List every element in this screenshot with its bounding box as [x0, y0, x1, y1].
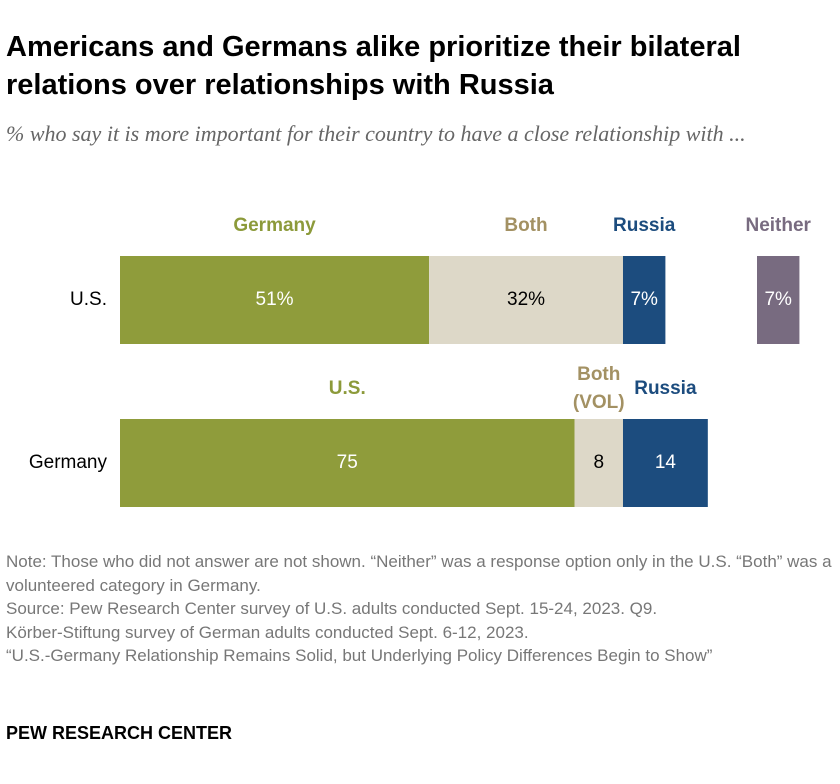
segment-name: Both: [504, 215, 548, 236]
note: Source: Pew Research Center survey of U.…: [6, 599, 658, 618]
value-label: 51%: [256, 289, 294, 310]
bar-segment: [757, 256, 800, 344]
value-label: 75: [337, 452, 358, 473]
value-label: 14: [655, 452, 677, 473]
credit: PEW RESEARCH CENTER: [6, 723, 233, 743]
value-label: 7%: [630, 289, 658, 310]
bar-segment: [574, 419, 623, 507]
row-label: U.S.: [70, 289, 107, 310]
row-label: Germany: [29, 452, 108, 473]
note: “U.S.-Germany Relationship Remains Solid…: [6, 646, 713, 665]
bar-segment: [120, 419, 575, 507]
bar-segment: [120, 256, 430, 344]
bar-segment: [622, 256, 666, 344]
bar-segment: [622, 419, 708, 507]
segment-name: Neither: [745, 215, 811, 236]
segment-name: U.S.: [328, 378, 366, 399]
segment-name: Russia: [634, 378, 697, 399]
value-label: 7%: [764, 289, 792, 310]
segment-name: Both (VOL): [572, 364, 625, 413]
bar-segment: [429, 256, 623, 344]
note: Körber-Stiftung survey of German adults …: [6, 622, 529, 642]
chart-title: Americans and Germans alike prioritize t…: [6, 31, 741, 101]
segment-name: Russia: [613, 215, 676, 236]
note: Note: Those who did not answer are not s…: [6, 552, 832, 595]
notes: Note: Those who did not answer are not s…: [6, 550, 836, 668]
value-label: 8: [593, 452, 604, 473]
segment-name: Germany: [233, 215, 316, 236]
chart-subtitle: % who say it is more important for their…: [6, 121, 746, 146]
value-label: 32%: [507, 289, 545, 310]
